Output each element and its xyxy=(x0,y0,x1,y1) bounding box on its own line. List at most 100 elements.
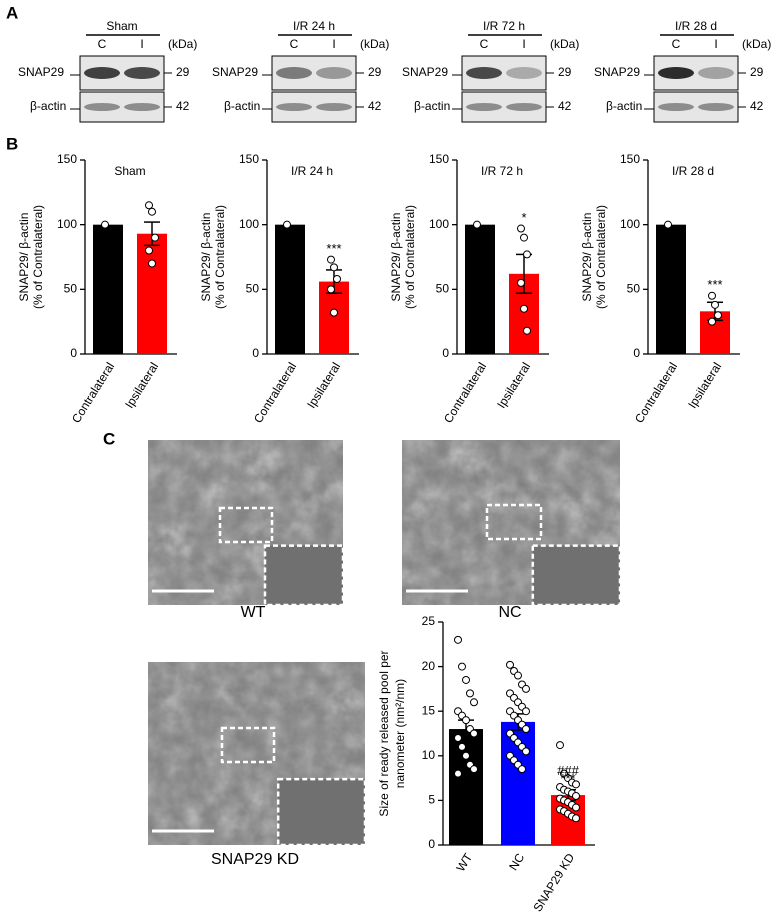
band xyxy=(316,103,352,111)
data-point xyxy=(711,300,719,309)
chart-title: I/R 24 h xyxy=(291,164,333,178)
y-tick-label: 25 xyxy=(422,614,436,628)
roi-box xyxy=(220,726,276,764)
y-tick-label: 100 xyxy=(239,217,259,231)
band xyxy=(658,67,694,79)
data-point xyxy=(458,662,466,671)
data-point xyxy=(522,747,530,756)
band xyxy=(84,103,120,111)
data-point xyxy=(506,660,514,669)
significance: *** xyxy=(707,277,722,292)
data-point xyxy=(462,716,470,725)
data-point xyxy=(327,255,335,264)
y-tick-label: 10 xyxy=(422,748,436,762)
em-label: WT xyxy=(241,604,266,621)
band xyxy=(466,67,502,79)
lane-label: C xyxy=(98,37,107,51)
data-point xyxy=(470,698,478,707)
roi-box xyxy=(218,506,274,544)
y-tick-label: 5 xyxy=(428,793,435,807)
row-label: β-actin xyxy=(30,99,66,113)
data-point xyxy=(520,304,528,313)
band xyxy=(276,103,312,111)
band xyxy=(316,67,352,79)
data-point xyxy=(523,250,531,259)
kda-label: 29 xyxy=(176,65,190,79)
row-label: β-actin xyxy=(606,99,642,113)
y-axis-label: SNAP29/ β-actin xyxy=(199,213,213,302)
data-point xyxy=(522,684,530,693)
data-point xyxy=(454,733,462,742)
data-point xyxy=(454,769,462,778)
row-label: SNAP29 xyxy=(18,65,64,79)
blot-box xyxy=(461,91,547,123)
y-axis-label: (% of Contralateral) xyxy=(31,205,45,309)
inset xyxy=(531,544,622,607)
y-axis-label: (% of Contralateral) xyxy=(594,205,608,309)
significance: *** xyxy=(326,241,341,256)
y-tick-label: 20 xyxy=(422,659,436,673)
bar xyxy=(656,224,686,354)
y-tick-label: 150 xyxy=(429,152,449,166)
data-point xyxy=(556,741,564,750)
x-tick-label: Contralateral xyxy=(251,360,299,426)
roi-box xyxy=(485,503,543,541)
data-point xyxy=(522,725,530,734)
data-point xyxy=(572,791,580,800)
y-tick-label: 15 xyxy=(422,703,436,717)
em-label: SNAP29 KD xyxy=(211,851,299,868)
lane-label: I xyxy=(714,37,717,51)
data-point xyxy=(330,263,338,272)
y-tick-label: 150 xyxy=(57,152,77,166)
significance: *** xyxy=(560,771,575,786)
y-axis-label: SNAP29/ β-actin xyxy=(17,213,31,302)
row-label: β-actin xyxy=(224,99,260,113)
data-point xyxy=(470,765,478,774)
data-point xyxy=(148,207,156,216)
data-point xyxy=(664,220,672,229)
data-point xyxy=(462,675,470,684)
y-tick-label: 0 xyxy=(442,346,449,360)
data-point xyxy=(327,285,335,294)
lane-label: C xyxy=(672,37,681,51)
y-tick-label: 100 xyxy=(429,217,449,231)
y-axis-label: (% of Contralateral) xyxy=(213,205,227,309)
data-point xyxy=(523,326,531,335)
y-tick-label: 150 xyxy=(620,152,640,166)
chart-title: Sham xyxy=(114,164,145,178)
data-point xyxy=(520,233,528,242)
lane-label: C xyxy=(290,37,299,51)
chart-title: I/R 72 h xyxy=(481,164,523,178)
row-label: β-actin xyxy=(414,99,450,113)
panel-label: B xyxy=(6,134,18,153)
y-tick-label: 150 xyxy=(239,152,259,166)
data-point xyxy=(522,707,530,716)
data-point xyxy=(333,274,341,283)
x-tick-label: Ipsilateral xyxy=(122,360,161,411)
y-tick-label: 50 xyxy=(436,282,450,296)
row-label: SNAP29 xyxy=(212,65,258,79)
data-point xyxy=(572,780,580,789)
x-tick-label: Contralateral xyxy=(69,360,117,426)
data-point xyxy=(101,220,109,229)
lane-label: I xyxy=(522,37,525,51)
data-point xyxy=(708,317,716,326)
blot-box xyxy=(653,55,739,91)
data-point xyxy=(458,742,466,751)
data-point xyxy=(145,201,153,210)
em-label: NC xyxy=(498,604,521,621)
kda-label: 42 xyxy=(558,99,572,113)
data-point xyxy=(454,635,462,644)
y-tick-label: 100 xyxy=(57,217,77,231)
data-point xyxy=(514,671,522,680)
significance: * xyxy=(521,210,526,225)
row-label: SNAP29 xyxy=(594,65,640,79)
band xyxy=(276,67,312,79)
y-tick-label: 100 xyxy=(620,217,640,231)
y-axis-label: SNAP29/ β-actin xyxy=(389,213,403,302)
data-point xyxy=(708,291,716,300)
data-point xyxy=(466,689,474,698)
data-point xyxy=(330,308,338,317)
y-axis-label: (% of Contralateral) xyxy=(403,205,417,309)
inset xyxy=(263,544,345,607)
